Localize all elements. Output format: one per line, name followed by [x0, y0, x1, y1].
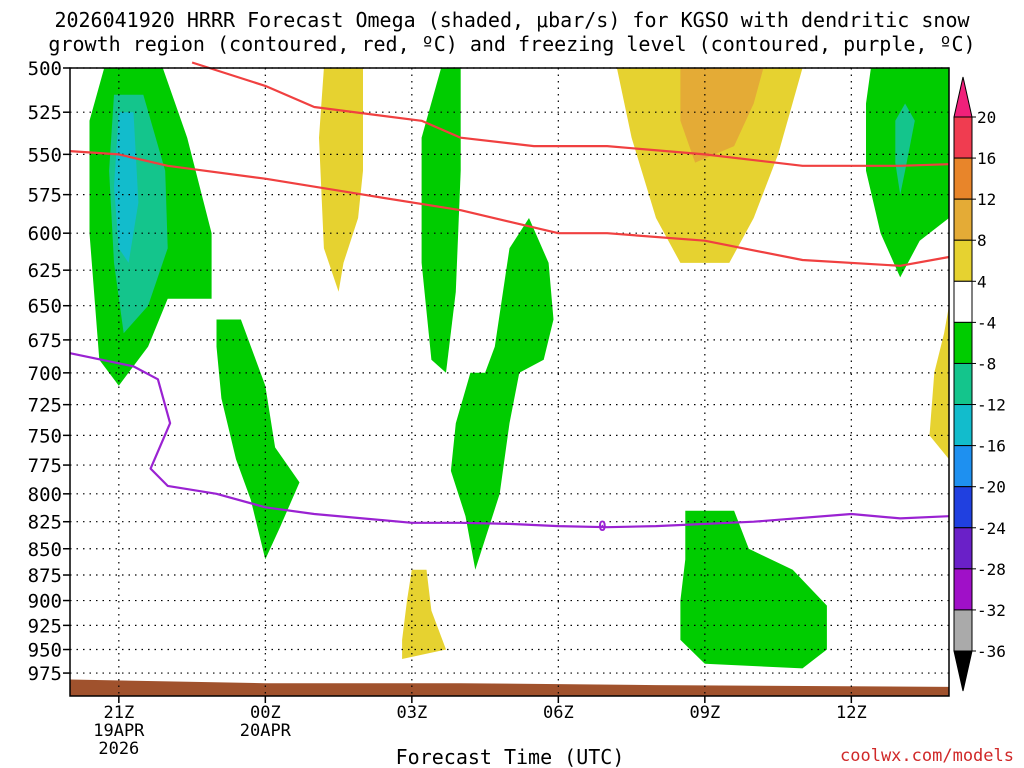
colorbar-bin--4-to-4: [953, 280, 973, 323]
colorbar-label--16: -16: [977, 437, 1006, 456]
x-tick-label-21Z: 21Z: [103, 703, 134, 723]
y-tick-label-975: 975: [28, 663, 62, 685]
y-tick-label-825: 825: [28, 512, 62, 534]
y-tick-label-625: 625: [28, 260, 62, 282]
x-axis-title: Forecast Time (UTC): [396, 745, 625, 768]
omega-pos4-region-a: [319, 68, 363, 292]
x-tick-label-09Z: 09Z: [689, 703, 720, 723]
colorbar-bin--20-to--16: [953, 445, 973, 488]
colorbar-bin-4-to-8: [953, 239, 973, 282]
x-tick-sublabel-2026: 2026: [98, 739, 139, 759]
omega-neg4-region-b: [216, 319, 300, 560]
colorbar-label-8: 8: [977, 231, 987, 250]
colorbar-label--4: -4: [977, 313, 996, 332]
colorbar-bin-16-to-20: [953, 116, 973, 159]
omega-pos4-region-g: [402, 569, 446, 659]
omega-neg4-region-d: [450, 218, 554, 570]
colorbar-bin-12-to-16: [953, 157, 973, 200]
chart-title-line-2: growth region (contoured, red, ºC) and f…: [48, 32, 975, 56]
omega-pos8-region-e: [680, 68, 764, 163]
y-tick-label-525: 525: [28, 102, 62, 124]
y-tick-label-875: 875: [28, 565, 62, 587]
colorbar-label-4: 4: [977, 272, 987, 291]
colorbar-label--36: -36: [977, 642, 1006, 661]
colorbar-bin--32-to--28: [953, 568, 973, 611]
y-tick-label-750: 750: [28, 425, 62, 447]
colorbar-bin--24-to--20: [953, 486, 973, 529]
y-tick-label-500: 500: [28, 58, 62, 80]
x-tick-label-12Z: 12Z: [836, 703, 867, 723]
credit-text[interactable]: coolwx.com/models: [840, 746, 1014, 766]
colorbar-label-16: 16: [977, 149, 996, 168]
colorbar: 20 16 12 8 4 -4 -8 -12 -16 -20 -24 -28 -32 -36: [953, 76, 1006, 692]
colorbar-bin--16-to--12: [953, 404, 973, 447]
omega-neg4-region-h: [866, 68, 949, 278]
colorbar-bin--28-to--24: [953, 527, 973, 570]
colorbar-bin-8-to-12: [953, 198, 973, 241]
grid-lines: [70, 67, 949, 696]
dendritic-lower-line: [69, 150, 950, 267]
omega-neg4-region-c: [421, 68, 461, 373]
colorbar-label-12: 12: [977, 190, 996, 209]
y-tick-label-575: 575: [28, 185, 62, 207]
plot-frame: [69, 67, 950, 697]
colorbar-label--20: -20: [977, 478, 1006, 497]
y-tick-label-550: 550: [28, 144, 62, 166]
terrain-fill: [70, 679, 949, 696]
colorbar-label--12: -12: [977, 396, 1006, 415]
colorbar-bin--12-to--8: [953, 362, 973, 406]
omega-neg16-region-a: [114, 112, 139, 263]
y-tick-label-775: 775: [28, 455, 62, 477]
colorbar-label--32: -32: [977, 601, 1006, 620]
y-axis: 500 525 550 575 600 625 650 675 700 725 750 775 800 8…: [28, 58, 70, 685]
y-tick-label-600: 600: [28, 223, 62, 245]
omega-pos4-region-i: [929, 305, 949, 460]
x-tick-sublabel-19APR: 19APR: [93, 721, 145, 741]
freezing-level-line: [69, 352, 950, 529]
x-tick-sublabel-20APR: 20APR: [240, 721, 292, 741]
chart-title-line-1: 2026041920 HRRR Forecast Omega (shaded, …: [54, 8, 970, 32]
freezing-level-label: 0: [598, 519, 606, 535]
colorbar-label-20: 20: [977, 108, 996, 127]
x-tick-label-03Z: 03Z: [396, 703, 427, 723]
contour-lines: 0: [69, 61, 950, 535]
y-tick-label-650: 650: [28, 296, 62, 318]
y-tick-label-675: 675: [28, 330, 62, 352]
x-tick-label-00Z: 00Z: [250, 703, 281, 723]
y-tick-label-950: 950: [28, 640, 62, 662]
y-tick-label-700: 700: [28, 363, 62, 385]
colorbar-top-arrow: [953, 76, 973, 118]
colorbar-label--8: -8: [977, 354, 996, 373]
y-tick-label-850: 850: [28, 539, 62, 561]
colorbar-bottom-arrow: [953, 650, 973, 692]
omega-neg12-region-h: [895, 103, 915, 195]
omega-neg4-region-f: [680, 510, 827, 669]
y-tick-label-725: 725: [28, 395, 62, 417]
colorbar-bin--8-to--4: [953, 321, 973, 364]
colorbar-bin--36-to--32: [953, 609, 973, 652]
dendritic-upper-line: [191, 61, 950, 167]
terrain-layer: [70, 679, 949, 696]
x-tick-label-06Z: 06Z: [543, 703, 574, 723]
y-tick-label-925: 925: [28, 615, 62, 637]
colorbar-label--28: -28: [977, 560, 1006, 579]
omega-pos4-region-e: [616, 68, 803, 263]
colorbar-label--24: -24: [977, 519, 1006, 538]
omega-shaded-regions: [89, 68, 949, 669]
y-tick-label-800: 800: [28, 484, 62, 506]
y-tick-label-900: 900: [28, 591, 62, 613]
